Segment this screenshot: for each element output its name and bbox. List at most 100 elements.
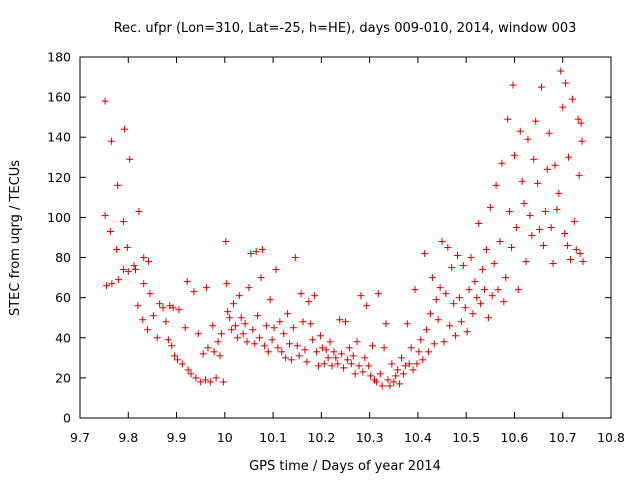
data-point: [328, 362, 336, 370]
data-point: [394, 366, 402, 374]
data-point: [349, 352, 357, 360]
data-point: [293, 342, 301, 350]
x-tick-label: 10.5: [452, 430, 480, 445]
data-point: [287, 356, 295, 364]
data-point: [520, 199, 528, 207]
data-point: [577, 119, 585, 127]
data-point: [268, 336, 276, 344]
data-point: [426, 310, 434, 318]
data-point: [252, 248, 260, 256]
data-point: [473, 294, 481, 302]
data-point: [187, 370, 195, 378]
data-point: [545, 129, 553, 137]
data-point: [528, 231, 536, 239]
data-point: [421, 250, 429, 258]
data-point: [390, 378, 398, 386]
data-point: [299, 318, 307, 326]
data-point: [425, 348, 433, 356]
data-point: [314, 362, 322, 370]
y-tick-label: 40: [55, 330, 71, 345]
data-point: [557, 67, 565, 75]
data-point: [230, 300, 238, 308]
data-point: [295, 352, 303, 360]
x-tick-label: 10.8: [597, 430, 625, 445]
data-point: [336, 316, 344, 324]
data-point: [465, 286, 473, 294]
data-point: [140, 280, 148, 288]
data-point: [343, 356, 351, 364]
data-point: [330, 348, 338, 356]
x-tick-label: 10.7: [549, 430, 577, 445]
x-tick-label: 9.7: [70, 430, 90, 445]
data-point: [258, 246, 266, 254]
y-tick-label: 80: [55, 250, 71, 265]
data-point: [164, 336, 172, 344]
data-point: [486, 203, 494, 211]
data-point: [297, 290, 305, 298]
data-point: [453, 252, 461, 260]
data-point: [361, 354, 369, 362]
data-point: [338, 350, 346, 358]
data-point: [498, 159, 506, 167]
data-point: [262, 322, 270, 330]
data-point: [132, 266, 140, 274]
data-point: [282, 354, 290, 362]
data-point: [380, 344, 388, 352]
data-point: [442, 290, 450, 298]
data-point: [276, 318, 284, 326]
data-point: [202, 376, 210, 384]
data-point: [562, 79, 570, 87]
data-point: [135, 207, 143, 215]
data-point: [174, 356, 182, 364]
data-point: [471, 278, 479, 286]
data-point: [159, 304, 167, 312]
data-point: [566, 256, 574, 264]
data-point: [245, 284, 253, 292]
data-point: [251, 340, 259, 348]
data-point: [216, 352, 224, 360]
data-point: [488, 292, 496, 300]
data-point: [479, 266, 487, 274]
x-tick-label: 10: [217, 430, 233, 445]
data-point: [502, 274, 510, 282]
data-point: [217, 330, 225, 338]
data-point: [214, 338, 222, 346]
data-point: [114, 181, 122, 189]
data-point: [459, 262, 467, 270]
data-point: [146, 290, 154, 298]
x-tick-label: 10.2: [307, 430, 335, 445]
y-tick-label: 60: [55, 290, 71, 305]
data-point: [184, 366, 192, 374]
data-point: [539, 242, 547, 250]
data-point: [247, 250, 255, 258]
data-point: [149, 312, 157, 320]
data-point: [171, 352, 179, 360]
data-point: [284, 310, 292, 318]
data-point: [446, 322, 454, 330]
data-point: [326, 338, 334, 346]
data-point: [530, 155, 538, 163]
data-point: [388, 360, 396, 368]
data-point: [432, 296, 440, 304]
data-point: [101, 97, 109, 105]
y-tick-label: 180: [47, 50, 71, 65]
data-point: [467, 254, 475, 262]
data-point: [289, 324, 297, 332]
data-point: [551, 161, 559, 169]
data-points: [101, 67, 587, 390]
x-tick-labels: 9.7 9.8 9.9 10 10.1 10.2 10.3 10.4 10.5 10.6 10.7 1…: [70, 430, 625, 445]
data-point: [365, 362, 373, 370]
data-point: [494, 286, 502, 294]
data-point: [463, 328, 471, 336]
data-point: [145, 258, 153, 266]
data-point: [113, 246, 121, 254]
data-point: [351, 370, 359, 378]
data-point: [270, 324, 278, 332]
data-point: [382, 320, 390, 328]
data-point: [291, 254, 299, 262]
data-point: [342, 318, 349, 326]
x-tick-label: 9.8: [118, 430, 138, 445]
plot-frame: [79, 56, 612, 419]
data-point: [490, 260, 498, 268]
data-point: [543, 165, 551, 173]
